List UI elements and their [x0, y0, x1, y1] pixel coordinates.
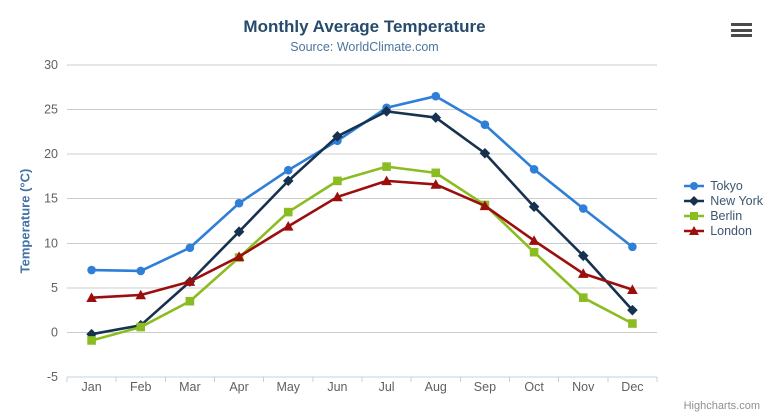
data-point-london-apr[interactable]	[233, 251, 245, 261]
data-point-tokyo-aug[interactable]	[431, 91, 441, 101]
series-london	[86, 175, 638, 302]
hamburger-icon	[731, 23, 752, 37]
data-point-new-york-dec[interactable]	[627, 304, 638, 316]
data-point-berlin-jun[interactable]	[333, 176, 342, 186]
data-point-london-may[interactable]	[282, 221, 294, 231]
data-point-new-york-jul[interactable]	[381, 106, 392, 117]
x-axis-label: Dec	[621, 380, 643, 394]
data-point-berlin-dec[interactable]	[628, 319, 637, 328]
highcharts-credit-link[interactable]: Highcharts.com	[683, 400, 760, 412]
x-axis-label: Jan	[82, 380, 102, 394]
data-point-new-york-aug[interactable]	[430, 112, 442, 123]
data-point-london-nov[interactable]	[577, 268, 589, 278]
data-point-tokyo-apr[interactable]	[234, 198, 244, 208]
x-axis-label: Aug	[425, 380, 447, 394]
data-point-london-oct[interactable]	[528, 235, 540, 245]
data-point-tokyo-jan[interactable]	[87, 265, 96, 275]
legend-symbol	[689, 225, 700, 235]
data-point-london-feb[interactable]	[135, 289, 147, 300]
data-point-london-jul[interactable]	[381, 175, 392, 186]
x-axis-label: Apr	[229, 380, 248, 394]
data-point-tokyo-nov[interactable]	[578, 204, 588, 213]
y-axis-label: 30	[44, 58, 58, 72]
data-point-tokyo-may[interactable]	[283, 165, 293, 175]
data-point-tokyo-mar[interactable]	[185, 243, 195, 253]
data-point-berlin-may[interactable]	[283, 207, 293, 217]
legend-label: Tokyo	[710, 178, 743, 193]
data-point-tokyo-dec[interactable]	[628, 242, 637, 252]
data-point-london-aug[interactable]	[430, 179, 442, 189]
legend-label: Berlin	[710, 208, 743, 223]
data-point-new-york-may[interactable]	[282, 175, 294, 187]
series-new-york	[86, 106, 638, 340]
x-axis-label: Jun	[327, 380, 347, 394]
data-point-berlin-aug[interactable]	[431, 168, 441, 178]
series-line-berlin	[90, 165, 634, 342]
legend-symbol	[690, 181, 699, 190]
data-point-berlin-feb[interactable]	[136, 322, 146, 332]
y-axis-label: 0	[51, 325, 58, 339]
legend-item-new-york[interactable]: New York	[683, 193, 763, 208]
x-axis-label: Feb	[130, 380, 152, 394]
y-axis-label: 5	[51, 281, 58, 295]
context-menu-button[interactable]	[729, 21, 754, 39]
legend-symbol	[689, 195, 700, 206]
data-point-berlin-jan[interactable]	[87, 336, 96, 345]
series-tokyo	[87, 91, 637, 276]
data-point-london-mar[interactable]	[184, 276, 196, 286]
legend-item-tokyo[interactable]: Tokyo	[683, 178, 763, 193]
y-axis-label: 10	[44, 236, 58, 250]
data-point-new-york-sep[interactable]	[479, 147, 491, 159]
y-axis-label: 15	[44, 192, 58, 206]
legend-label: London	[710, 223, 752, 238]
legend: Tokyo New York Berlin London	[683, 178, 763, 238]
legend-marker-diamond-icon	[684, 195, 705, 206]
x-axis-label: May	[276, 380, 300, 394]
y-axis-label: -5	[47, 370, 58, 384]
data-point-berlin-oct[interactable]	[529, 247, 539, 257]
data-point-new-york-oct[interactable]	[528, 201, 540, 213]
data-point-tokyo-oct[interactable]	[529, 164, 539, 174]
legend-marker-square-icon	[684, 211, 705, 220]
x-axis-label: Mar	[179, 380, 201, 394]
legend-marker-circle-icon	[684, 181, 705, 190]
x-axis-label: Sep	[474, 380, 496, 394]
data-point-london-jan[interactable]	[86, 292, 97, 302]
x-axis-label: Jul	[379, 380, 395, 394]
data-point-london-dec[interactable]	[627, 284, 638, 294]
data-point-london-sep[interactable]	[479, 200, 491, 211]
legend-label: New York	[710, 193, 763, 208]
x-axis-label: Nov	[572, 380, 595, 394]
legend-marker-triangle-icon	[684, 225, 705, 235]
data-point-new-york-apr[interactable]	[233, 226, 245, 237]
data-point-new-york-nov[interactable]	[577, 250, 589, 262]
data-point-berlin-mar[interactable]	[185, 296, 195, 306]
data-point-new-york-jun[interactable]	[332, 131, 343, 142]
data-point-tokyo-feb[interactable]	[136, 266, 146, 276]
data-point-london-jun[interactable]	[332, 191, 343, 202]
legend-item-berlin[interactable]: Berlin	[683, 208, 763, 223]
x-axis-label: Oct	[524, 380, 544, 394]
data-point-berlin-jul[interactable]	[382, 162, 391, 171]
series-line-london	[90, 179, 634, 299]
legend-item-london[interactable]: London	[683, 223, 763, 238]
data-point-berlin-nov[interactable]	[578, 293, 588, 302]
series-line-new-york	[90, 110, 634, 336]
data-point-tokyo-sep[interactable]	[480, 120, 490, 130]
legend-symbol	[690, 211, 699, 220]
y-axis-label: 25	[44, 103, 58, 117]
y-axis-label: 20	[44, 147, 58, 161]
